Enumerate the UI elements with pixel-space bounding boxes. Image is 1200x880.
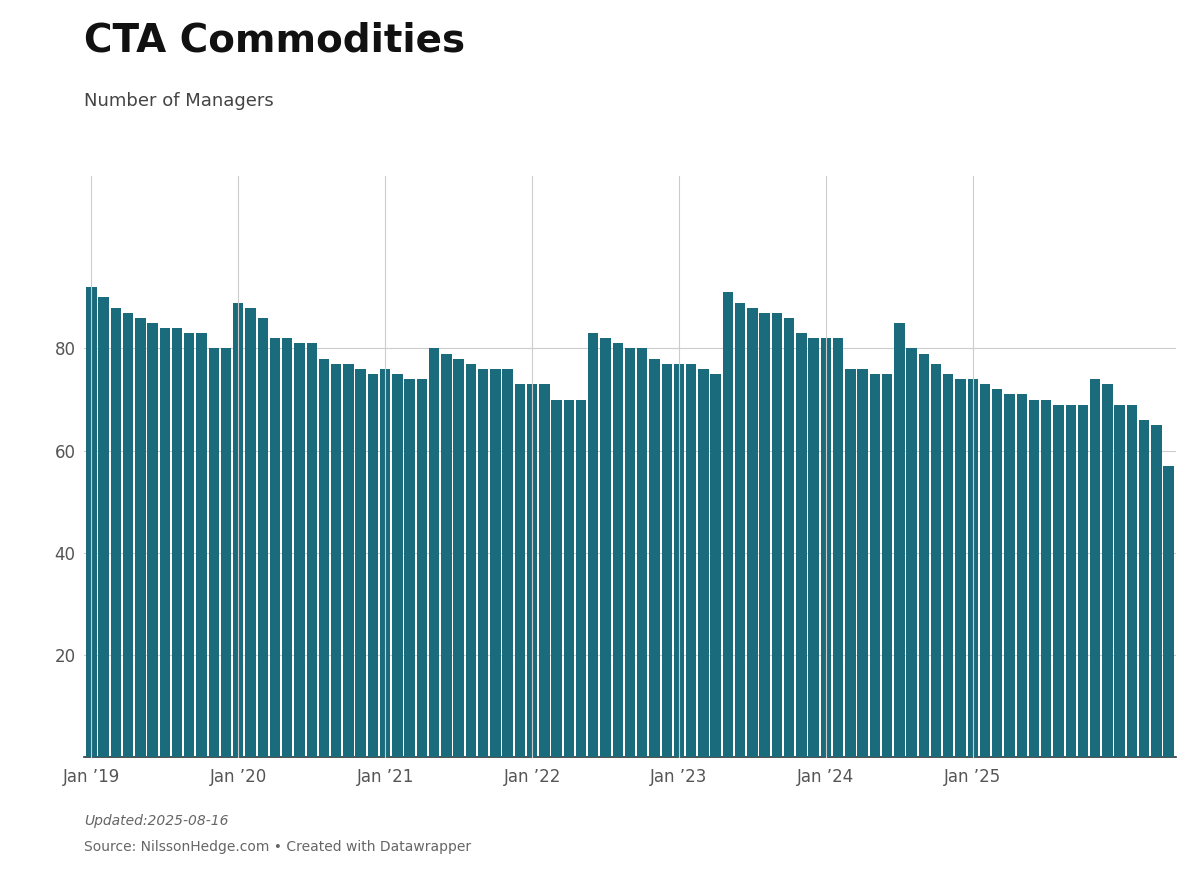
Bar: [1042, 400, 1051, 757]
Bar: [270, 338, 280, 757]
Bar: [1016, 394, 1027, 757]
Bar: [380, 369, 390, 757]
Bar: [1028, 400, 1039, 757]
Bar: [136, 318, 145, 757]
Bar: [367, 374, 378, 757]
Bar: [86, 287, 96, 757]
Bar: [760, 312, 770, 757]
Bar: [809, 338, 818, 757]
Bar: [490, 369, 500, 757]
Bar: [882, 374, 893, 757]
Bar: [172, 328, 182, 757]
Bar: [306, 343, 317, 757]
Bar: [796, 334, 806, 757]
Bar: [1115, 405, 1124, 757]
Bar: [245, 308, 256, 757]
Bar: [454, 359, 464, 757]
Bar: [197, 334, 206, 757]
Bar: [442, 354, 451, 757]
Bar: [772, 312, 782, 757]
Bar: [1090, 379, 1100, 757]
Bar: [1054, 405, 1063, 757]
Bar: [980, 385, 990, 757]
Text: Number of Managers: Number of Managers: [84, 92, 274, 110]
Bar: [392, 374, 403, 757]
Bar: [1004, 394, 1015, 757]
Bar: [184, 334, 194, 757]
Bar: [1078, 405, 1088, 757]
Bar: [698, 369, 709, 757]
Bar: [148, 323, 157, 757]
Bar: [722, 292, 733, 757]
Bar: [637, 348, 648, 757]
Bar: [612, 343, 623, 757]
Bar: [1151, 425, 1162, 757]
Bar: [943, 374, 954, 757]
Text: CTA Commodities: CTA Commodities: [84, 22, 466, 60]
Bar: [784, 318, 794, 757]
Bar: [564, 400, 574, 757]
Bar: [551, 400, 562, 757]
Bar: [110, 308, 121, 757]
Bar: [294, 343, 305, 757]
Bar: [160, 328, 170, 757]
Bar: [331, 363, 341, 757]
Bar: [515, 385, 526, 757]
Bar: [1103, 385, 1112, 757]
Text: Source: NilssonHedge.com • Created with Datawrapper: Source: NilssonHedge.com • Created with …: [84, 840, 472, 854]
Bar: [734, 303, 745, 757]
Bar: [404, 379, 415, 757]
Bar: [343, 363, 354, 757]
Bar: [833, 338, 844, 757]
Bar: [625, 348, 635, 757]
Bar: [416, 379, 427, 757]
Bar: [282, 338, 293, 757]
Bar: [1066, 405, 1076, 757]
Text: Updated:2025-08-16: Updated:2025-08-16: [84, 814, 228, 828]
Bar: [661, 363, 672, 757]
Bar: [319, 359, 329, 757]
Bar: [355, 369, 366, 757]
Bar: [870, 374, 880, 757]
Bar: [967, 379, 978, 757]
Bar: [209, 348, 218, 757]
Bar: [233, 303, 244, 757]
Bar: [673, 363, 684, 757]
Bar: [992, 389, 1002, 757]
Bar: [894, 323, 905, 757]
Bar: [845, 369, 856, 757]
Bar: [478, 369, 488, 757]
Bar: [466, 363, 476, 757]
Bar: [955, 379, 966, 757]
Bar: [122, 312, 133, 757]
Bar: [931, 363, 941, 757]
Bar: [649, 359, 660, 757]
Bar: [748, 308, 757, 757]
Bar: [1139, 420, 1150, 757]
Bar: [503, 369, 512, 757]
Bar: [1127, 405, 1138, 757]
Bar: [919, 354, 929, 757]
Bar: [1164, 466, 1174, 757]
Bar: [221, 348, 232, 757]
Bar: [98, 297, 109, 757]
Bar: [857, 369, 868, 757]
Bar: [527, 385, 538, 757]
Bar: [539, 385, 550, 757]
Bar: [428, 348, 439, 757]
Bar: [710, 374, 721, 757]
Bar: [600, 338, 611, 757]
Bar: [258, 318, 268, 757]
Bar: [686, 363, 696, 757]
Bar: [576, 400, 587, 757]
Bar: [906, 348, 917, 757]
Bar: [821, 338, 832, 757]
Bar: [588, 334, 599, 757]
